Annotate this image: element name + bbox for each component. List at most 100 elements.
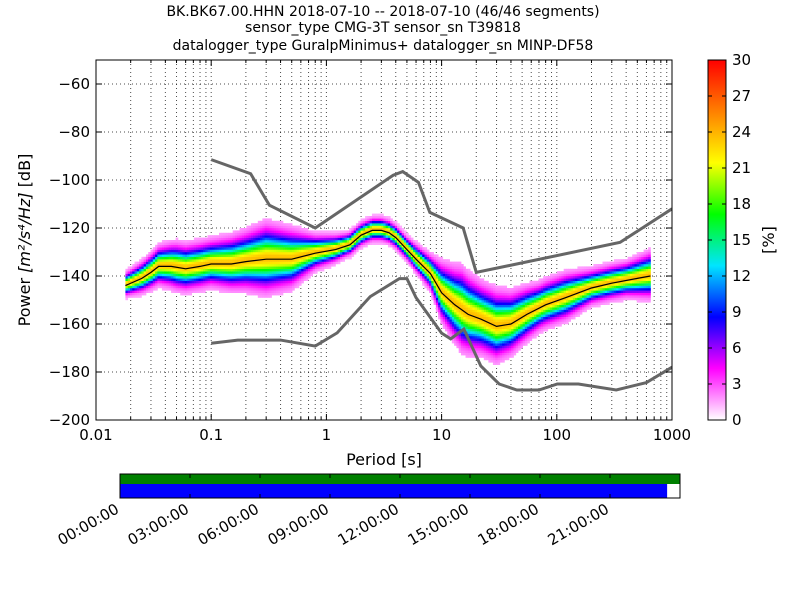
psd-cell	[187, 242, 190, 245]
psd-cell	[187, 280, 190, 284]
psd-cell	[435, 295, 439, 298]
psd-cell	[632, 297, 635, 301]
psd-cell	[454, 268, 457, 272]
psd-cell	[620, 268, 624, 272]
psd-cell	[250, 252, 254, 255]
psd-cell	[522, 302, 526, 305]
psd-cell	[524, 283, 528, 286]
psd-cell	[134, 271, 138, 274]
psd-cell	[488, 355, 492, 358]
psd-cell	[314, 266, 318, 269]
psd-cell	[223, 280, 227, 284]
psd-cell	[321, 242, 325, 245]
psd-cell	[171, 242, 174, 245]
psd-cell	[260, 254, 263, 257]
psd-cell	[604, 266, 608, 269]
psd-cell	[200, 268, 204, 272]
psd-cell	[611, 280, 615, 284]
psd-cell	[157, 261, 161, 265]
psd-cell	[269, 271, 272, 274]
psd-cell	[260, 276, 263, 279]
psd-cell	[595, 276, 599, 279]
psd-cell	[301, 268, 304, 272]
psd-cell	[223, 268, 227, 272]
psd-cell	[394, 235, 398, 238]
psd-cell	[399, 252, 403, 255]
psd-cell	[276, 273, 279, 277]
psd-cell	[486, 314, 489, 317]
psd-cell	[205, 271, 208, 274]
psd-cell	[442, 259, 446, 262]
psd-cell	[538, 290, 542, 293]
psd-cell	[244, 290, 247, 293]
psd-cell	[134, 264, 138, 267]
psd-cell	[440, 256, 444, 260]
psd-cell	[449, 264, 453, 267]
psd-cell	[230, 278, 234, 281]
psd-cell	[508, 338, 512, 341]
psd-cell	[479, 314, 482, 317]
psd-cell	[232, 278, 236, 281]
psd-cell	[495, 285, 498, 289]
psd-cell	[623, 266, 626, 269]
psd-cell	[198, 242, 202, 245]
psd-cell	[150, 280, 154, 284]
psd-cell	[182, 280, 186, 284]
psd-cell	[504, 328, 508, 332]
psd-cell	[358, 237, 361, 241]
psd-cell	[419, 271, 423, 274]
psd-cell	[164, 285, 167, 289]
psd-cell	[492, 321, 496, 325]
psd-cell	[607, 297, 610, 301]
psd-cell	[150, 283, 154, 286]
psd-cell	[294, 283, 298, 286]
psd-cell	[303, 244, 307, 248]
psd-cell	[214, 240, 218, 243]
psd-cell	[301, 237, 304, 241]
psd-cell	[214, 273, 218, 277]
psd-cell	[246, 230, 250, 233]
psd-cell	[529, 326, 533, 329]
psd-cell	[189, 268, 193, 272]
psd-cell	[196, 247, 199, 250]
psd-cell	[244, 247, 247, 250]
psd-cell	[454, 276, 457, 279]
psd-cell	[458, 280, 462, 284]
psd-cell	[458, 340, 462, 344]
psd-cell	[355, 225, 359, 229]
psd-cell	[250, 230, 254, 233]
psd-cell	[584, 292, 587, 296]
psd-cell	[609, 278, 613, 281]
psd-cell	[262, 285, 266, 289]
psd-cell	[431, 256, 434, 260]
psd-cell	[609, 273, 613, 277]
psd-cell	[269, 278, 272, 281]
psd-cell	[419, 276, 423, 279]
psd-cell	[499, 345, 503, 349]
psd-cell	[563, 321, 567, 325]
psd-cell	[205, 240, 208, 243]
psd-cell	[298, 261, 302, 265]
psd-cell	[440, 276, 444, 279]
psd-cell	[600, 264, 603, 267]
psd-cell	[481, 343, 485, 346]
psd-cell	[488, 338, 492, 341]
psd-cell	[495, 343, 498, 346]
psd-cell	[595, 280, 599, 284]
psd-cell	[303, 261, 307, 265]
psd-cell	[625, 295, 629, 298]
psd-cell	[479, 355, 482, 358]
psd-cell	[177, 285, 181, 289]
psd-cell	[392, 223, 396, 226]
psd-cell	[234, 244, 238, 248]
psd-cell	[381, 220, 384, 224]
psd-cell	[431, 271, 434, 274]
psd-cell	[620, 295, 624, 298]
psd-cell	[173, 280, 177, 284]
psd-cell	[499, 319, 503, 322]
psd-cell	[303, 232, 307, 236]
psd-cell	[266, 225, 270, 229]
psd-cell	[618, 278, 622, 281]
psd-cell	[344, 242, 348, 245]
psd-cell	[298, 230, 302, 233]
